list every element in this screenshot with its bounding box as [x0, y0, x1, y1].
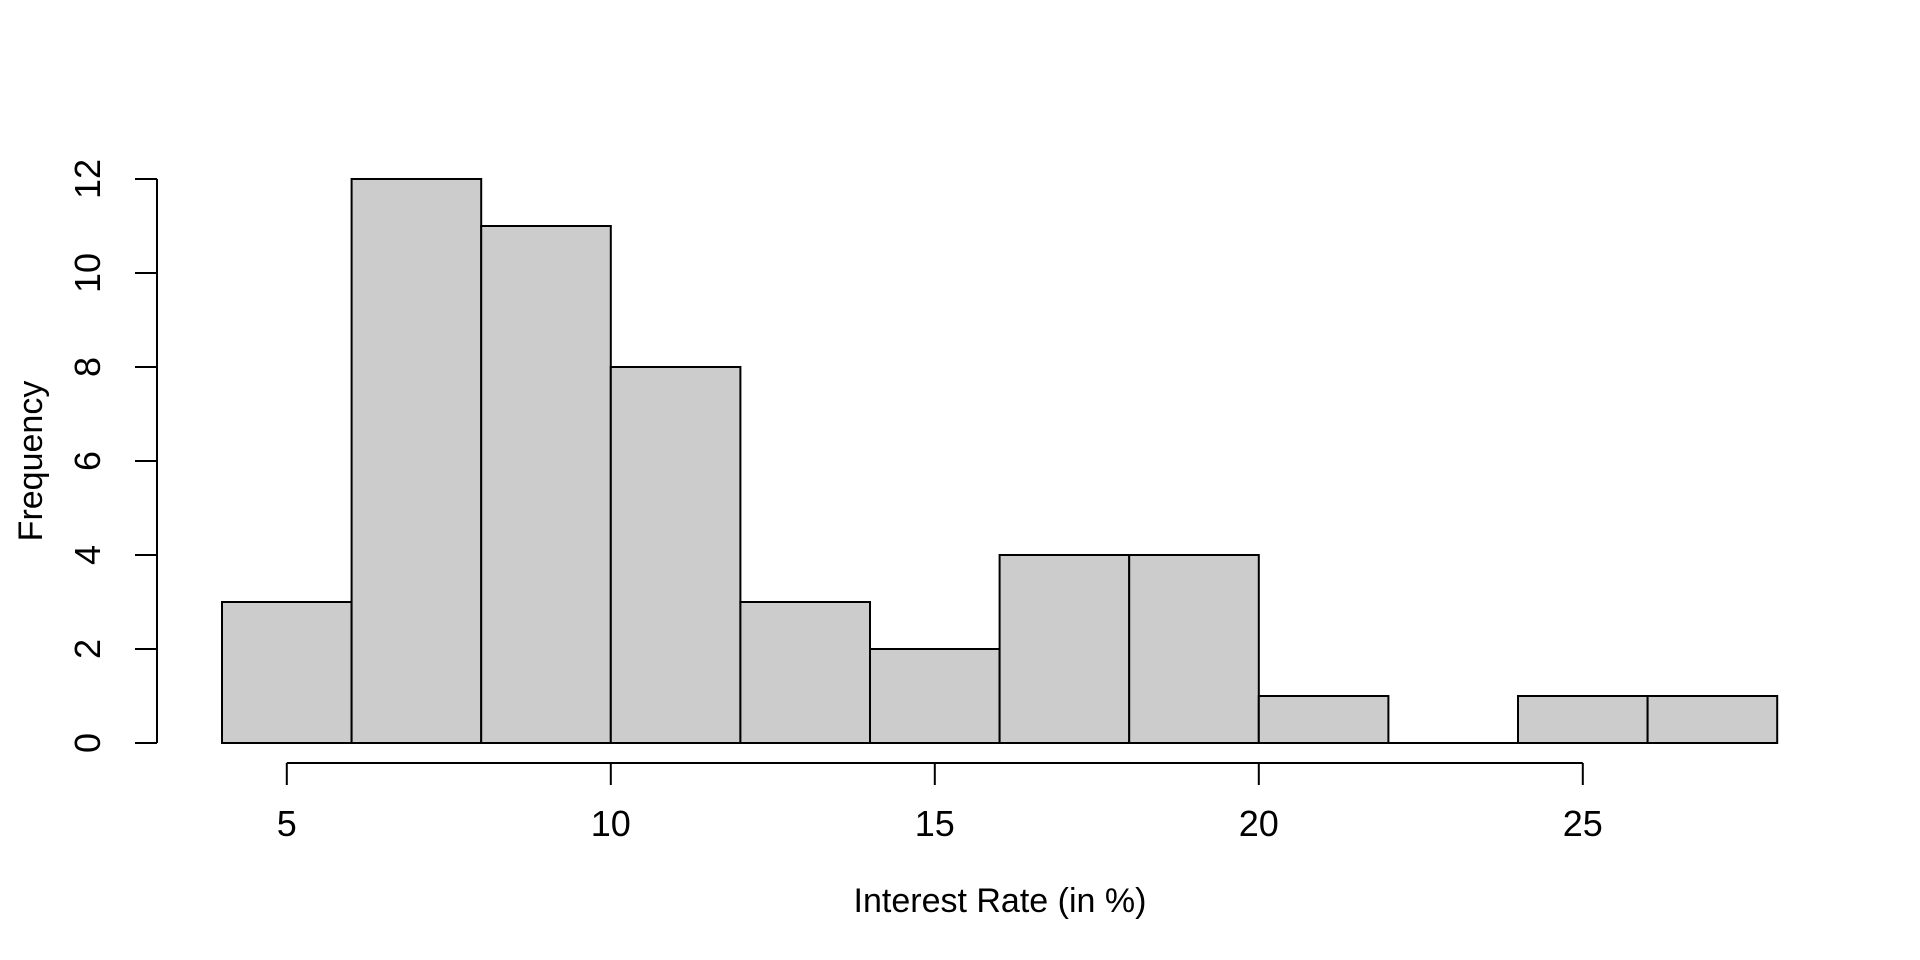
x-axis-tick-label: 20 — [1239, 803, 1279, 844]
y-axis-tick-label: 10 — [67, 253, 108, 293]
y-axis-tick-label: 8 — [67, 357, 108, 377]
histogram-bars — [221, 178, 1779, 744]
histogram-bar — [1517, 695, 1649, 744]
histogram-bar — [609, 366, 742, 744]
y-axis-tick-label: 0 — [67, 733, 108, 753]
histogram-bar — [739, 601, 872, 744]
y-axis-ticks — [135, 178, 157, 744]
histogram-bar — [480, 225, 612, 744]
y-axis-tick-label: 6 — [67, 451, 108, 471]
y-axis-tick-labels: 0 2 4 6 8 10 12 — [67, 159, 108, 753]
y-axis-tick-label: 12 — [67, 159, 108, 199]
histogram-bar — [350, 178, 483, 744]
x-axis-tick-labels: 5 10 15 20 25 — [277, 803, 1603, 844]
x-axis-tick-label: 5 — [277, 803, 297, 844]
x-axis-tick-label: 25 — [1563, 803, 1603, 844]
y-axis-title: Frequency — [12, 381, 50, 542]
x-axis-ticks — [285, 763, 1584, 785]
histogram-bar — [869, 648, 1001, 744]
x-axis: 5 10 15 20 25 — [277, 762, 1603, 844]
x-axis-tick-label: 10 — [591, 803, 631, 844]
histogram-bar — [221, 601, 353, 744]
x-axis-title: Interest Rate (in %) — [854, 882, 1147, 920]
y-axis-tick-label: 4 — [67, 545, 108, 565]
histogram-bar — [998, 554, 1131, 744]
y-axis-tick-label: 2 — [67, 639, 108, 659]
histogram-bar — [1257, 695, 1390, 744]
x-axis-tick-label: 15 — [915, 803, 955, 844]
histogram-bar — [1128, 554, 1260, 744]
y-axis: 0 2 4 6 8 10 12 — [67, 159, 158, 753]
histogram-bar — [1646, 695, 1779, 744]
